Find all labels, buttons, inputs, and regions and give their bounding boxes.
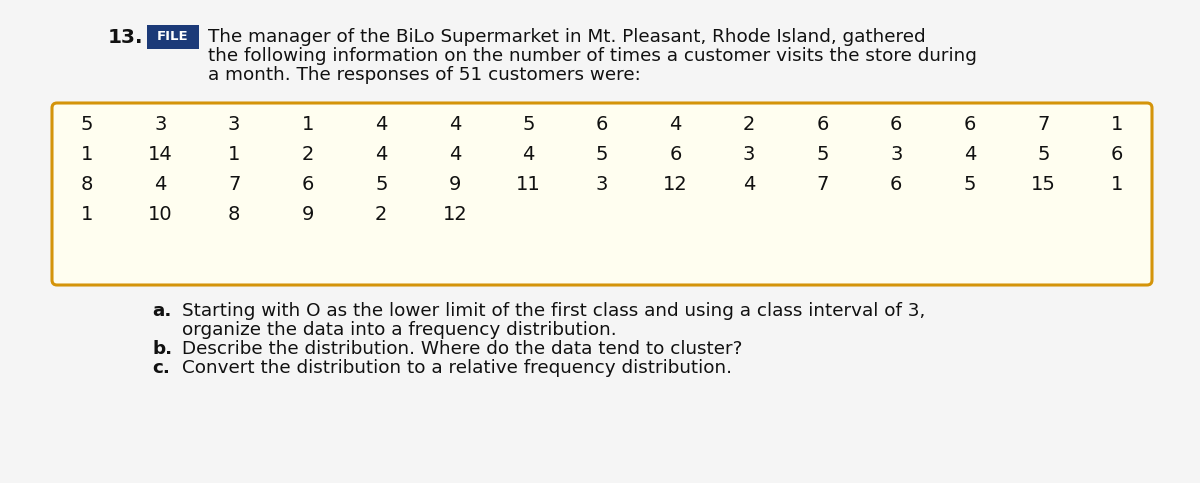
Text: 8: 8: [80, 175, 94, 195]
Text: 5: 5: [80, 115, 94, 134]
Text: 3: 3: [890, 145, 902, 165]
Text: 3: 3: [155, 115, 167, 134]
Text: 4: 4: [376, 115, 388, 134]
Text: 8: 8: [228, 205, 240, 225]
Text: 5: 5: [1037, 145, 1050, 165]
Text: 3: 3: [596, 175, 608, 195]
Text: Starting with O as the lower limit of the first class and using a class interval: Starting with O as the lower limit of th…: [182, 302, 925, 320]
Text: c.: c.: [152, 359, 170, 377]
Text: the following information on the number of times a customer visits the store dur: the following information on the number …: [208, 47, 977, 65]
Text: 4: 4: [743, 175, 755, 195]
Text: 10: 10: [149, 205, 173, 225]
FancyBboxPatch shape: [52, 103, 1152, 285]
Text: 4: 4: [376, 145, 388, 165]
Text: 6: 6: [890, 175, 902, 195]
FancyBboxPatch shape: [148, 25, 199, 49]
Text: 4: 4: [449, 145, 461, 165]
Text: organize the data into a frequency distribution.: organize the data into a frequency distr…: [182, 321, 617, 339]
Text: 5: 5: [964, 175, 976, 195]
Text: 6: 6: [890, 115, 902, 134]
Text: 9: 9: [301, 205, 314, 225]
Text: Convert the distribution to a relative frequency distribution.: Convert the distribution to a relative f…: [182, 359, 732, 377]
Text: 5: 5: [595, 145, 608, 165]
Text: The manager of the BiLo Supermarket in Mt. Pleasant, Rhode Island, gathered: The manager of the BiLo Supermarket in M…: [208, 28, 925, 46]
Text: a month. The responses of 51 customers were:: a month. The responses of 51 customers w…: [208, 66, 641, 84]
Text: 15: 15: [1031, 175, 1056, 195]
Text: 12: 12: [664, 175, 688, 195]
Text: 1: 1: [80, 145, 94, 165]
Text: 7: 7: [228, 175, 240, 195]
Text: 1: 1: [1111, 175, 1123, 195]
Text: 7: 7: [816, 175, 829, 195]
Text: 4: 4: [449, 115, 461, 134]
Text: b.: b.: [152, 340, 172, 358]
Text: 3: 3: [228, 115, 240, 134]
Text: 1: 1: [301, 115, 314, 134]
Text: 1: 1: [1111, 115, 1123, 134]
Text: 7: 7: [1037, 115, 1050, 134]
Text: 3: 3: [743, 145, 755, 165]
Text: 6: 6: [670, 145, 682, 165]
Text: FILE: FILE: [157, 30, 188, 43]
Text: Describe the distribution. Where do the data tend to cluster?: Describe the distribution. Where do the …: [182, 340, 743, 358]
Text: 2: 2: [376, 205, 388, 225]
Text: 12: 12: [443, 205, 467, 225]
Text: 6: 6: [596, 115, 608, 134]
Text: 5: 5: [816, 145, 829, 165]
Text: 4: 4: [155, 175, 167, 195]
Text: 4: 4: [964, 145, 976, 165]
Text: 5: 5: [522, 115, 535, 134]
Text: 11: 11: [516, 175, 541, 195]
Text: 6: 6: [1111, 145, 1123, 165]
Text: 6: 6: [816, 115, 829, 134]
Text: 6: 6: [301, 175, 314, 195]
Text: 1: 1: [228, 145, 240, 165]
Text: 2: 2: [301, 145, 314, 165]
Text: 2: 2: [743, 115, 755, 134]
Text: 14: 14: [148, 145, 173, 165]
Text: 1: 1: [80, 205, 94, 225]
Text: a.: a.: [152, 302, 172, 320]
Text: 13.: 13.: [108, 28, 144, 47]
Text: 6: 6: [964, 115, 976, 134]
Text: 4: 4: [522, 145, 535, 165]
Text: 9: 9: [449, 175, 461, 195]
Text: 5: 5: [376, 175, 388, 195]
Text: 4: 4: [670, 115, 682, 134]
